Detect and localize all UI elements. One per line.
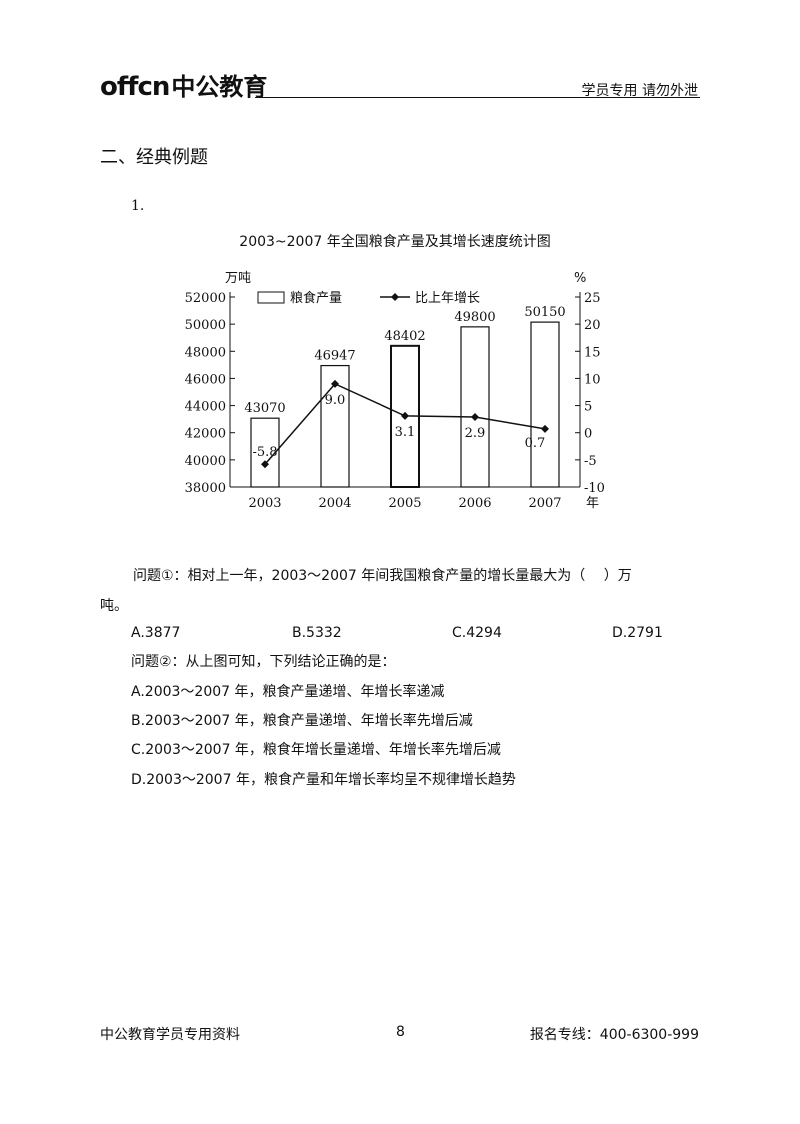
header-rule — [255, 97, 700, 98]
logo-latin: offcn — [100, 72, 170, 102]
growth-point — [471, 412, 479, 421]
bar-data-label: 50150 — [524, 305, 565, 320]
x-tick-label: 2003 — [248, 496, 281, 511]
q1-option-a: A.3877 — [131, 625, 181, 641]
header-notice: 学员专用 请勿外泄 — [581, 83, 698, 99]
logo-chinese: 中公教育 — [171, 73, 268, 101]
bar — [460, 326, 490, 488]
growth-point — [331, 379, 339, 388]
offcn-logo: offcn中公教育 — [100, 72, 267, 102]
growth-data-label: 3.1 — [395, 425, 416, 440]
bar-data-label: 48402 — [384, 329, 425, 344]
right-axis-tick-label: 25 — [584, 291, 601, 306]
bar — [530, 321, 560, 488]
footer-hotline: 报名专线：400-6300-999 — [529, 1027, 699, 1043]
legend-line-marker — [391, 293, 399, 301]
left-axis-unit: 万吨 — [225, 271, 251, 286]
q2-option-b: B.2003～2007 年，粮食产量递增、年增长率先增后减 — [131, 713, 473, 729]
growth-data-label: 0.7 — [525, 436, 546, 451]
page-number: 8 — [396, 1024, 405, 1040]
right-axis-tick-label: 20 — [584, 318, 601, 333]
right-axis-tick-label: 10 — [584, 372, 601, 387]
right-axis-unit: % — [574, 271, 586, 286]
left-axis-tick-label: 52000 — [185, 291, 226, 306]
right-axis-tick-label: -10 — [584, 481, 605, 496]
growth-point — [401, 411, 409, 420]
left-axis-tick-label: 48000 — [185, 345, 226, 360]
left-axis-tick-label: 50000 — [185, 318, 226, 333]
bar-data-label: 46947 — [314, 349, 355, 364]
right-axis-tick-label: 15 — [584, 345, 601, 360]
question-1-line-2: 吨。 — [100, 598, 128, 614]
q2-option-d: D.2003～2007 年，粮食产量和年增长率均呈不规律增长趋势 — [131, 772, 516, 788]
grain-production-chart: 2003~2007 年全国粮食产量及其增长速度统计图 万吨 % 52000500… — [185, 233, 605, 511]
left-axis-tick-label: 40000 — [185, 454, 226, 469]
right-axis-tick-label: 5 — [584, 400, 592, 415]
left-axis-tick-label: 42000 — [185, 427, 226, 442]
x-tick-label: 2006 — [458, 496, 491, 511]
x-tick-label: 2004 — [318, 496, 351, 511]
q2-option-a: A.2003～2007 年，粮食产量递增、年增长率递减 — [131, 684, 445, 700]
q1-option-d: D.2791 — [612, 625, 663, 641]
x-axis-label: 年 — [586, 496, 599, 511]
section-title: 二、经典例题 — [100, 147, 208, 168]
growth-point — [541, 424, 549, 433]
legend-line-label: 比上年增长 — [415, 291, 480, 306]
q1-option-b: B.5332 — [292, 625, 342, 641]
left-axis-tick-label: 44000 — [185, 400, 226, 415]
x-tick-label: 2005 — [388, 496, 421, 511]
legend-bar-swatch — [257, 291, 285, 304]
right-axis-tick-label: -5 — [584, 454, 597, 469]
growth-data-label: 9.0 — [325, 393, 346, 408]
bar-data-label: 43070 — [244, 401, 285, 416]
question-2-stem: 问题②：从上图可知，下列结论正确的是： — [131, 654, 396, 670]
chart-title: 2003~2007 年全国粮食产量及其增长速度统计图 — [239, 233, 550, 250]
question-1-line-1: 问题①：相对上一年，2003～2007 年间我国粮食产量的增长量最大为（ ）万 — [133, 568, 632, 584]
q2-option-c: C.2003～2007 年，粮食年增长量递增、年增长率先增后减 — [131, 742, 501, 758]
growth-data-label: -5.8 — [252, 445, 277, 460]
left-axis-tick-label: 46000 — [185, 372, 226, 387]
question-number: 1. — [131, 198, 145, 214]
growth-point — [261, 460, 269, 469]
footer-left: 中公教育学员专用资料 — [100, 1027, 240, 1043]
x-tick-label: 2007 — [528, 496, 561, 511]
legend-bar-label: 粮食产量 — [290, 290, 342, 306]
growth-data-label: 2.9 — [465, 426, 486, 441]
q1-option-c: C.4294 — [452, 625, 502, 641]
right-axis-tick-label: 0 — [584, 427, 592, 442]
bar-data-label: 49800 — [454, 310, 495, 325]
left-axis-tick-label: 38000 — [185, 481, 226, 496]
